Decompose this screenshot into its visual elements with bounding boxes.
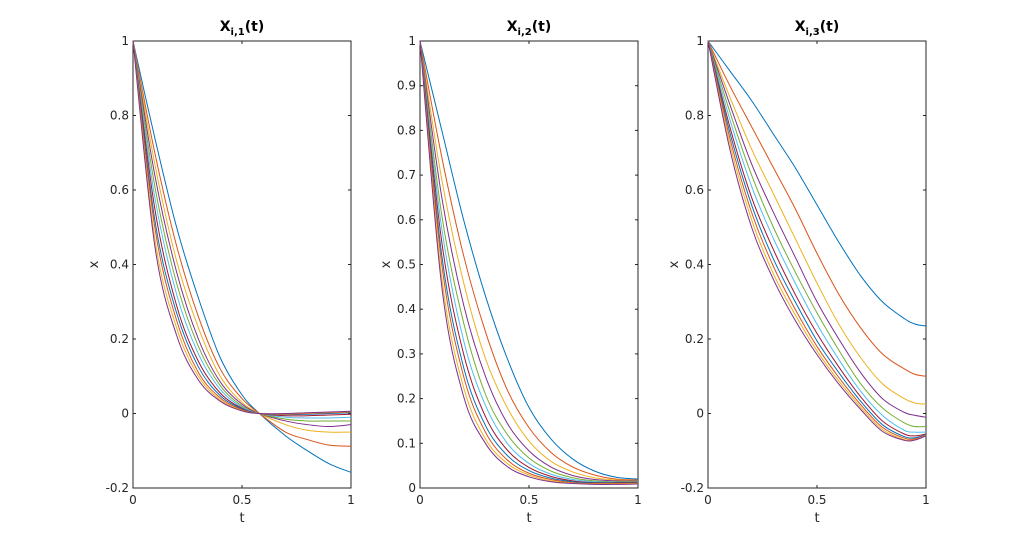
y-axis-label: x	[379, 260, 394, 268]
x-tick-label: 1	[347, 493, 355, 507]
title-text: X	[795, 19, 806, 35]
y-tick-label: 0.5	[397, 258, 416, 272]
y-tick-label: 0.4	[397, 302, 416, 316]
y-tick-label: 0	[121, 407, 129, 421]
axes-box	[419, 40, 639, 489]
axes-box	[707, 40, 927, 489]
series-line-4	[419, 40, 639, 482]
title-text: X	[220, 19, 231, 35]
y-tick-label: 1	[696, 34, 704, 48]
series-line-1	[132, 40, 352, 473]
x-tick-label: 1	[922, 493, 930, 507]
series-line-2	[707, 40, 927, 377]
y-tick-label: -0.2	[106, 481, 129, 495]
title-suffix: (t)	[532, 19, 552, 35]
y-tick-label: 0.2	[110, 332, 129, 346]
series-line-11	[419, 40, 639, 486]
series-line-6	[132, 40, 352, 419]
plot-panel-2: 0 0.1 0.2 0.3 0.4 0.5 0.6 0.7 0.8 0.9 1 0 0.5 1 t x Xi,2…	[379, 19, 642, 526]
x-tick-label: 0	[129, 493, 137, 507]
x-axis-label: t	[239, 511, 244, 526]
series-line-4	[707, 40, 927, 418]
series-line-11	[132, 40, 352, 415]
y-tick-label: 0.8	[397, 123, 416, 137]
y-tick-label: 0.1	[397, 436, 416, 450]
series-line-10	[707, 40, 927, 441]
y-tick-label: 0.2	[685, 332, 704, 346]
title-suffix: (t)	[245, 19, 265, 35]
y-tick-label: 0	[408, 481, 416, 495]
y-tick-label: 0.2	[397, 392, 416, 406]
x-tick-label: 0.5	[807, 493, 826, 507]
y-tick-label: 0.6	[110, 183, 129, 197]
title-text: X	[507, 19, 518, 35]
x-tick-label: 0	[416, 493, 424, 507]
series-line-11	[707, 40, 927, 442]
series-line-4	[132, 40, 352, 428]
y-tick-label: 0.7	[397, 168, 416, 182]
y-tick-label: 0.4	[110, 258, 129, 272]
series-line-5	[707, 40, 927, 428]
x-tick-label: 0	[704, 493, 712, 507]
title-suffix: (t)	[820, 19, 840, 35]
x-axis-label: t	[526, 511, 531, 526]
y-tick-label: 0.6	[685, 183, 704, 197]
y-tick-label: 0.8	[110, 109, 129, 123]
series-line-6	[707, 40, 927, 433]
series-line-5	[132, 40, 351, 422]
y-tick-label: 0.4	[685, 258, 704, 272]
series-line-3	[419, 40, 639, 481]
title-subscript: i,3	[806, 27, 820, 38]
y-tick-label: 0.6	[397, 213, 416, 227]
y-tick-label: 1	[121, 34, 129, 48]
y-tick-label: 0.9	[397, 79, 416, 93]
y-tick-label: 1	[408, 34, 416, 48]
series-line-9	[707, 40, 927, 440]
series-line-2	[132, 40, 352, 447]
series-line-7	[132, 40, 352, 417]
y-axis-label: x	[667, 260, 682, 268]
y-tick-label: -0.2	[681, 481, 704, 495]
series-line-1	[707, 40, 927, 327]
title-subscript: i,2	[518, 27, 532, 38]
y-tick-label: 0.3	[397, 347, 416, 361]
y-tick-label: 0.8	[685, 109, 704, 123]
series-line-2	[419, 40, 639, 481]
title-subscript: i,1	[231, 27, 245, 38]
x-tick-label: 0.5	[232, 493, 251, 507]
x-tick-label: 0.5	[519, 493, 538, 507]
series-line-7	[707, 40, 927, 437]
y-axis-label: x	[87, 260, 102, 268]
x-tick-label: 1	[634, 493, 642, 507]
x-axis-label: t	[814, 511, 819, 526]
series-line-1	[419, 40, 639, 480]
chart-title: Xi,2(t)	[507, 19, 551, 38]
chart-title: Xi,1(t)	[220, 19, 264, 38]
series-line-3	[707, 40, 927, 405]
y-tick-label: 0	[696, 407, 704, 421]
series-line-5	[419, 40, 639, 483]
series-line-8	[132, 40, 352, 416]
chart-title: Xi,3(t)	[795, 19, 839, 38]
series-line-3	[132, 40, 352, 433]
series-line-6	[419, 40, 639, 483]
series-line-8	[707, 40, 927, 439]
